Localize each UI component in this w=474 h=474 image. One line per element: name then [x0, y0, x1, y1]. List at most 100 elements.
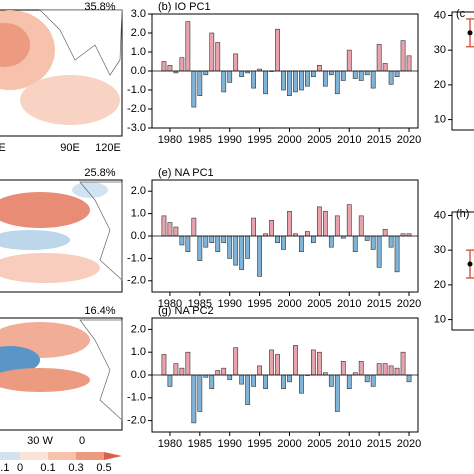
y-tick-label: 2.0: [131, 185, 146, 197]
bar: [233, 235, 239, 266]
bar: [167, 222, 173, 237]
x-tick-label: 2015: [367, 438, 391, 450]
bar: [334, 70, 340, 95]
bar: [394, 367, 400, 376]
chart-title: (h): [456, 208, 469, 220]
y-tick-label: -1.0: [127, 84, 146, 96]
bar: [305, 231, 310, 237]
bar: [364, 235, 370, 241]
bar: [376, 363, 382, 376]
bar: [221, 235, 227, 244]
bar: [209, 235, 215, 244]
y-tick-label: 20: [434, 279, 446, 291]
map-shade: [0, 346, 40, 374]
bar: [293, 70, 298, 93]
bar: [239, 235, 245, 270]
bar: [281, 235, 286, 250]
y-tick-label: -2.0: [127, 415, 146, 427]
x-tick-label: 2005: [307, 298, 331, 310]
bar: [239, 70, 245, 77]
y-tick-label: 2.0: [131, 27, 146, 39]
bar: [197, 70, 203, 97]
y-tick-label: -2.0: [127, 103, 146, 115]
y-tick-label: 1.0: [131, 208, 146, 220]
colorbar-cell: [104, 452, 122, 460]
x-tick-label: 1980: [158, 134, 182, 146]
chart-title: (g) NA PC2: [158, 305, 214, 317]
bar: [221, 70, 227, 93]
lon-label: 0: [79, 435, 85, 447]
bar: [287, 70, 292, 97]
plot-frame: [151, 179, 419, 293]
bar: [382, 63, 388, 72]
percent-label: 16.4%: [84, 305, 115, 317]
x-tick-label: 1980: [158, 438, 182, 450]
bar: [311, 70, 316, 77]
bar: [311, 235, 316, 244]
lon-label: E: [0, 142, 6, 154]
bar: [191, 374, 197, 424]
x-tick-label: 1995: [247, 298, 271, 310]
bar: [245, 235, 251, 259]
colorbar-cell: [20, 452, 48, 460]
x-tick-label: 2010: [337, 298, 361, 310]
maps: 35.8% E 90E 120E 25.8% 16.4% 30 W 0 -0.1…: [0, 1, 123, 474]
bar: [161, 354, 167, 376]
x-tick-label: 2010: [337, 134, 361, 146]
bar: [376, 235, 382, 268]
bar: [161, 61, 167, 72]
bar: [209, 32, 215, 72]
bar: [346, 49, 352, 72]
y-tick-label: 30: [434, 244, 446, 256]
bar: [328, 374, 334, 387]
percent-label: 35.8%: [84, 1, 115, 13]
chart-title: (c: [456, 8, 466, 20]
point: [467, 30, 473, 36]
plot-frame: [151, 13, 419, 129]
bar: [316, 351, 322, 376]
colorbar-cell: [76, 452, 104, 460]
bar: [370, 70, 376, 89]
y-tick-label: 3.0: [131, 8, 146, 20]
bar: [400, 351, 406, 376]
bar: [299, 235, 304, 252]
bar: [322, 211, 328, 237]
y-tick-label: 10: [434, 313, 446, 325]
bar: [185, 351, 191, 376]
colorbar-label: 0.5: [96, 462, 111, 474]
bar: [352, 235, 358, 252]
bar: [352, 70, 358, 79]
y-tick-label: 20: [434, 79, 446, 91]
bar: [257, 235, 262, 277]
bar: [263, 70, 268, 95]
bar: [394, 70, 400, 77]
x-tick-label: 1990: [217, 134, 241, 146]
y-tick-label: 0.0: [131, 65, 146, 77]
y-tick-label: 40: [434, 9, 446, 21]
bar: [406, 374, 412, 383]
x-tick-label: 2005: [307, 438, 331, 450]
map-shade: [72, 182, 108, 198]
y-tick-label: -2.0: [127, 275, 146, 287]
bar: [251, 70, 257, 89]
bar: [388, 235, 394, 248]
bar: [293, 345, 298, 376]
y-tick-label: 40: [434, 209, 446, 221]
bar: [179, 235, 185, 246]
coastline: [79, 319, 123, 421]
plot-frame: [151, 317, 419, 433]
bar: [233, 347, 239, 376]
bar: [245, 374, 251, 405]
x-tick-label: 2005: [307, 134, 331, 146]
colorbar-label: 0.1: [40, 462, 55, 474]
bar: [227, 374, 233, 380]
bar: [358, 70, 364, 81]
bar: [197, 235, 203, 261]
map-shade: [0, 23, 30, 67]
y-tick-label: -1.0: [127, 252, 146, 264]
bar: [215, 370, 221, 376]
bar: [227, 235, 233, 259]
point: [467, 261, 473, 267]
bar: [316, 65, 322, 72]
bar: [209, 374, 215, 389]
